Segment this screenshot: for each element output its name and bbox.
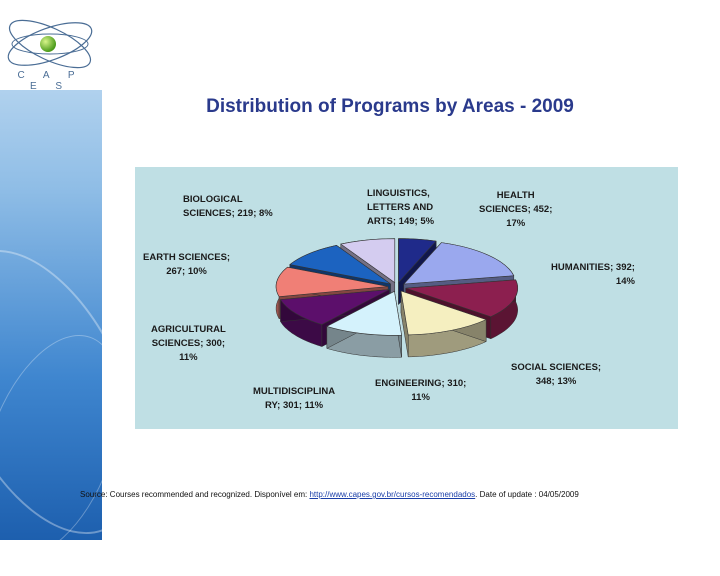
slice-label-agricultural: AGRICULTURAL SCIENCES; 300; 11% [151,324,226,363]
slice-label-multidisciplinary: MULTIDISCIPLINA RY; 301; 11% [253,386,336,411]
pie-slice-linguistics [398,238,437,284]
left-decorative-band [0,0,181,576]
source-link[interactable]: http://www.capes.gov.br/cursos-recomenda… [309,490,476,499]
pie-slice-multidisciplinary [279,289,390,325]
pie-slice-biological [340,238,396,284]
pie-slice-earth [289,245,391,285]
pie-slice-agricultural [275,266,389,297]
slice-label-humanities: HUMANITIES; 392; 14% [551,262,635,287]
slice-label-engineering: ENGINEERING; 310; 11% [375,378,467,403]
capes-logo-icon [7,19,93,69]
capes-logo: C A P E S [0,0,102,92]
slice-label-linguistics: LINGUISTICS, LETTERS AND ARTS; 149; 5% [367,188,435,227]
pie-chart-panel: BIOLOGICAL SCIENCES; 219; 8% LINGUISTICS… [135,167,678,429]
pie-slice-social [400,290,487,336]
slice-label-biological: BIOLOGICAL SCIENCES; 219; 8% [183,194,273,219]
pie-slice-engineering [326,290,402,336]
pie-slice-health [403,242,515,285]
source-note: Source: Courses recommended and recogniz… [80,490,700,499]
logo-text: C A P E S [17,70,83,92]
slice-label-social: SOCIAL SCIENCES; 348; 13% [511,362,602,387]
pie-slice-humanities [405,279,518,318]
slice-label-earth: EARTH SCIENCES; 267; 10% [143,252,231,277]
slice-label-health: HEALTH SCIENCES; 452; 17% [479,190,553,229]
pie-chart [275,238,518,358]
page-title: Distribution of Programs by Areas - 2009 [206,96,574,117]
source-prefix: Source: Courses recommended and recogniz… [80,490,310,499]
source-suffix: . Date of update : 04/05/2009 [475,490,579,499]
